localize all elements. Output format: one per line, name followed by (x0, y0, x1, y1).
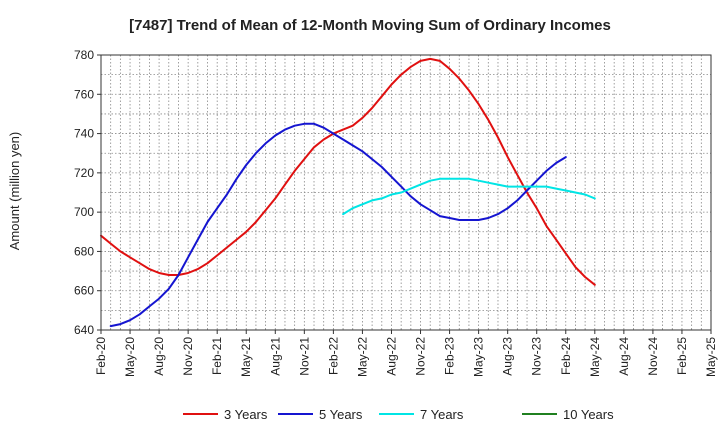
x-tick-label: May-20 (123, 337, 137, 377)
x-tick-label: Nov-24 (646, 337, 660, 376)
x-tick-label: Aug-23 (501, 337, 515, 376)
x-tick-label: Feb-25 (675, 337, 689, 375)
x-tick-label: May-21 (239, 337, 253, 377)
x-tick-label: Aug-21 (268, 337, 282, 376)
series-line-5-years (109, 122, 567, 328)
y-tick-label: 720 (74, 166, 94, 180)
x-tick-label: Feb-22 (326, 337, 340, 375)
x-tick-label: May-24 (588, 337, 602, 377)
plot-frame (100, 54, 712, 331)
series-line-3-years (100, 57, 596, 286)
legend-label-7-years: 7 Years (420, 407, 464, 422)
x-tick-label: Nov-22 (414, 337, 428, 376)
legend: 3 Years 5 Years 7 Years 10 Years (183, 407, 614, 422)
x-tick-label: Aug-22 (384, 337, 398, 376)
chart-title: [7487] Trend of Mean of 12-Month Moving … (129, 17, 611, 34)
legend-label-10-years: 10 Years (563, 407, 614, 422)
series-lines (100, 57, 596, 328)
y-tick-label: 680 (74, 244, 94, 258)
y-tick-label: 760 (74, 87, 94, 101)
y-tick-label: 780 (74, 48, 94, 62)
y-tick-label: 640 (74, 323, 94, 337)
x-tick-label: Feb-20 (94, 337, 108, 375)
y-axis-label: Amount (million yen) (7, 132, 22, 251)
x-tick-label: Nov-20 (181, 337, 195, 376)
legend-label-5-years: 5 Years (319, 407, 363, 422)
grid (101, 55, 711, 330)
x-tick-label: Nov-23 (530, 337, 544, 376)
x-tick-label: Nov-21 (297, 337, 311, 376)
x-tick-label: Feb-21 (210, 337, 224, 375)
x-tick-label: Aug-24 (617, 337, 631, 376)
y-tick-label: 740 (74, 127, 94, 141)
x-axis-ticks: Feb-20 May-20 Aug-20 Nov-20 Feb-21 May-21 Aug-… (94, 330, 718, 377)
y-axis-ticks: 640 660 680 700 720 740 760 780 (74, 48, 101, 337)
x-tick-label: Feb-24 (559, 337, 573, 375)
x-tick-label: May-23 (472, 337, 486, 377)
x-tick-label: May-25 (704, 337, 718, 377)
y-tick-label: 700 (74, 205, 94, 219)
legend-label-3-years: 3 Years (224, 407, 268, 422)
y-tick-label: 660 (74, 284, 94, 298)
x-tick-label: May-22 (355, 337, 369, 377)
x-tick-label: Feb-23 (443, 337, 457, 375)
series-line-7-years (342, 177, 596, 216)
x-tick-label: Aug-20 (152, 337, 166, 376)
